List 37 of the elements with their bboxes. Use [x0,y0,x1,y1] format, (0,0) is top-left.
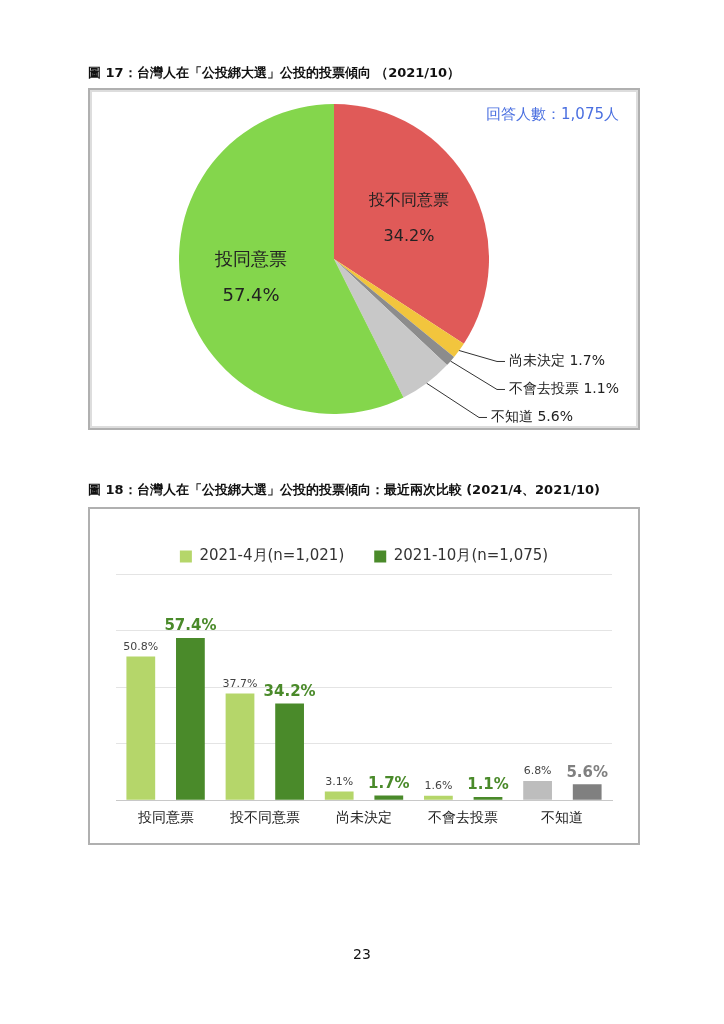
text: 回答人數：1,075人 [486,105,619,124]
text: 23 [352,946,372,962]
bar [424,795,453,800]
slice-label: 投同意票 [214,248,288,270]
x-tick-label: 不會去投票 [428,809,499,826]
legend-label: 2021-4月(n=1,021) [199,546,345,565]
bar [126,656,156,800]
bar [473,797,503,800]
x-tick-label: 不知道 [541,809,584,826]
data-label: 6.8% [523,764,552,778]
x-tick-label: 投同意票 [136,809,194,826]
bar [176,637,205,800]
x-tick-label: 投不同意票 [228,809,300,826]
legend-label: 2021-10月(n=1,075) [393,546,549,565]
data-label: 37.7% [222,676,258,690]
slice-label: 尚未決定 1.7% [509,352,606,369]
slice-label: 不會去投票 1.1% [509,380,620,397]
bar [275,703,304,800]
data-label: 50.8% [123,639,159,653]
bar [324,791,354,800]
bar [572,784,602,800]
data-label: 57.4% [164,616,217,635]
data-label: 1.7% [368,773,410,792]
data-label: 34.2% [383,225,435,245]
bar [374,795,404,800]
chart-title: 圖 18：台灣人在「公投綁大選」公投的投票傾向：最近兩次比較 (2021/4、2021/10) [88,481,601,499]
slice-label: 投不同意票 [367,189,449,209]
data-label: 1.1% [467,775,509,794]
data-label: 1.6% [424,779,453,793]
data-label: 34.2% [263,681,316,700]
x-tick-label: 尚未決定 [336,809,392,826]
bar [225,693,255,800]
slice-label: 不知道 5.6% [491,408,574,425]
data-label: 57.4% [222,284,280,306]
chart-title: 圖 17：台灣人在「公投綁大選」公投的投票傾向 （2021/10） [88,64,461,82]
data-label: 3.1% [325,774,354,788]
data-label: 5.6% [566,762,608,781]
